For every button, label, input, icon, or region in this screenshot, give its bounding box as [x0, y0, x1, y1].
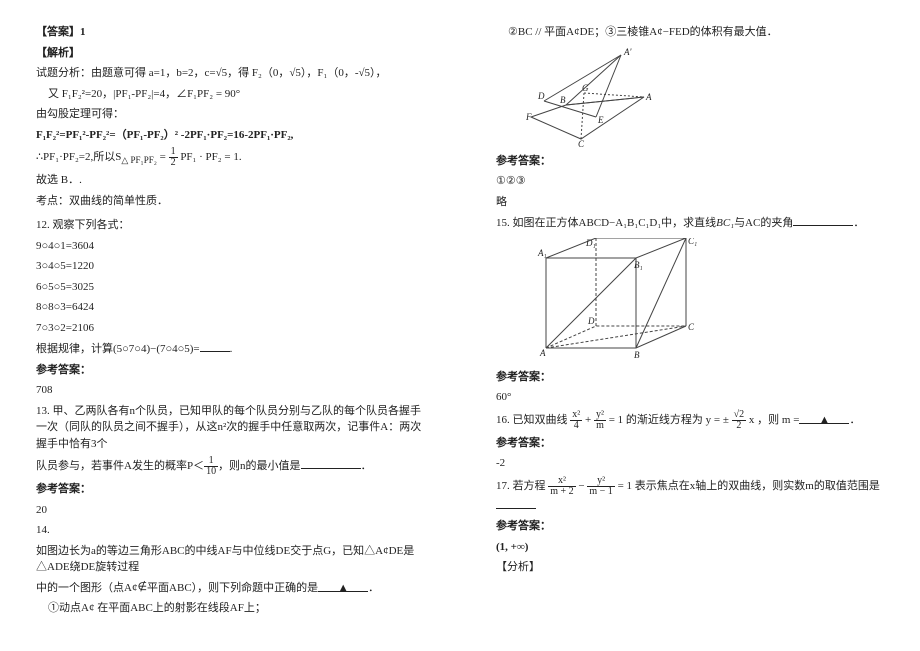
blank — [793, 214, 853, 226]
ref-answer-label: 参考答案： — [36, 362, 424, 379]
q13-answer: 20 — [36, 502, 424, 519]
svg-text:D: D — [537, 91, 545, 101]
q16-text: 16. 已知双曲线 x²4 + y²m = 1 的渐近线方程为 y = ± √2… — [496, 410, 884, 431]
text: − — [576, 480, 588, 492]
fraction: x²m + 2 — [548, 476, 575, 497]
fraction: y²m — [594, 410, 606, 431]
text: BC₁ — [716, 217, 734, 229]
answer-text: 略 — [496, 194, 884, 211]
q12-head: 12. 观察下列各式： — [36, 217, 424, 234]
text: 中的一个图形（点A¢ — [36, 582, 137, 594]
text-line: 由勾股定理可得： — [36, 106, 424, 123]
q14-text: 中的一个图形（点A¢∉平面ABC），则下列命题中正确的是▲． — [36, 580, 424, 597]
text: x ，则 m = — [746, 414, 799, 426]
text: = — [157, 151, 169, 163]
ref-answer-label: 参考答案： — [496, 435, 884, 452]
text: 16. 已知双曲线 — [496, 414, 570, 426]
q12-row: 7○3○2=2106 — [36, 320, 424, 337]
text: = 1 表示焦点在x轴上的双曲线，则实数m的取值范围是 — [615, 480, 880, 492]
svg-text:G: G — [582, 83, 589, 93]
svg-text:B: B — [560, 95, 566, 105]
ref-answer-label: 参考答案： — [496, 369, 884, 386]
text: . — [230, 343, 233, 355]
svg-text:A: A — [539, 348, 546, 358]
formula-line: F₁F₂²=PF₁²-PF₂²=（PF₁-PF₂）² -2PF₁·PF₂=16-… — [36, 127, 424, 144]
blank — [301, 457, 361, 469]
text: 15. 如图在正方体ABCD−A₁B₁C₁D₁中，求直线 — [496, 217, 716, 229]
svg-text:C: C — [688, 322, 695, 332]
text-line: 又 F₁F₂²=20，|PF₁-PF₂|=4，∠F₁PF₂ = 90° — [48, 86, 424, 103]
svg-text:D: D — [587, 316, 595, 326]
text: ． — [368, 582, 379, 594]
text: PF₁ · PF₂ = 1. — [178, 151, 242, 163]
q14-head: 14. — [36, 522, 424, 539]
blank — [200, 340, 230, 352]
text-line: 考点：双曲线的简单性质． — [36, 193, 424, 210]
q15-text: 15. 如图在正方体ABCD−A₁B₁C₁D₁中，求直线BC₁与AC的夹角 ． — [496, 214, 884, 232]
formula-line: ∴PF₁·PF₂=2,所以S△ PF₁PF₂ = 12 PF₁ · PF₂ = … — [36, 147, 424, 168]
blank: ▲ — [318, 580, 368, 592]
q14-item: ①动点A¢ 在平面ABC上的射影在线段AF上； — [48, 600, 424, 617]
text-line: 故选 B．. — [36, 172, 424, 189]
blank — [496, 497, 536, 509]
svg-text:B: B — [634, 350, 640, 360]
q13-text: 队员参与，若事件A发生的概率P＜110，则n的最小值是 ． — [36, 456, 424, 477]
svg-text:B₁: B₁ — [634, 260, 643, 270]
q12-row: 9○4○1=3604 — [36, 238, 424, 255]
answer-text: ①②③ — [496, 173, 884, 190]
fraction: x²4 — [570, 410, 582, 431]
text: = 1 的渐近线方程为 y = ± — [606, 414, 732, 426]
fenxi-label: 【分析】 — [496, 559, 884, 576]
text: 队员参与，若事件A发生的概率P＜ — [36, 460, 204, 472]
ref-answer-label: 参考答案： — [496, 518, 884, 535]
svg-text:C: C — [578, 139, 585, 147]
text: 平面ABC），则下列命题中正确的是 — [147, 582, 318, 594]
blank: ▲ — [799, 412, 849, 424]
subscript: △ PF₁PF₂ — [121, 155, 156, 165]
fraction: y²m − 1 — [587, 476, 614, 497]
text: ． — [853, 217, 864, 229]
q14-text: 如图边长为a的等边三角形ABC的中线AF与中位线DE交于点G，已知△A¢DE是△… — [36, 543, 424, 576]
text: ． — [361, 460, 372, 472]
figure-triangle-rotation: A' F D B G E A C — [526, 47, 884, 147]
q13-text: 13. 甲、乙两队各有n个队员，已知甲队的每个队员分别与乙队的每个队员各握手一次… — [36, 403, 424, 453]
text: + — [582, 414, 594, 426]
fraction: 12 — [169, 147, 178, 168]
figure-cube: A B C D A₁ B₁ C₁ D₁ — [526, 238, 884, 363]
text: ∴PF₁·PF₂=2,所以S — [36, 151, 121, 163]
text: 根据规律，计算(5○7○4)−(7○4○5)= — [36, 343, 200, 355]
svg-text:A₁: A₁ — [537, 248, 547, 258]
q15-answer: 60° — [496, 389, 884, 406]
right-column: ②BC // 平面A¢DE；③三棱锥A¢−FED的体积有最大值． A' F D — [460, 0, 920, 651]
text: 与AC的夹角 — [734, 217, 793, 229]
svg-text:D₁: D₁ — [585, 238, 596, 248]
q12-row: 3○4○5=1220 — [36, 258, 424, 275]
ref-answer-label: 参考答案： — [496, 153, 884, 170]
q12-row: 8○8○3=6424 — [36, 299, 424, 316]
fraction: √22 — [732, 410, 747, 431]
text: 17. 若方程 — [496, 480, 548, 492]
answer-label: 【答案】1 — [36, 24, 424, 41]
page: 【答案】1 【解析】 试题分析：由题意可得 a=1，b=2，c=√5，得 F₂（… — [0, 0, 920, 651]
q16-answer: -2 — [496, 455, 884, 472]
fraction: 110 — [204, 456, 218, 477]
svg-text:A: A — [645, 92, 652, 102]
svg-text:A': A' — [623, 47, 632, 57]
ref-answer-label: 参考答案： — [36, 481, 424, 498]
q12-answer: 708 — [36, 382, 424, 399]
svg-text:C₁: C₁ — [688, 238, 697, 246]
q17-answer: (1, +∞) — [496, 539, 884, 556]
svg-text:F: F — [526, 112, 532, 122]
left-column: 【答案】1 【解析】 试题分析：由题意可得 a=1，b=2，c=√5，得 F₂（… — [0, 0, 460, 651]
text: ． — [849, 414, 860, 426]
svg-text:E: E — [597, 115, 604, 125]
jiexi-label: 【解析】 — [36, 45, 424, 62]
q12-tail: 根据规律，计算(5○7○4)−(7○4○5)=. — [36, 340, 424, 358]
q17-text: 17. 若方程 x²m + 2 − y²m − 1 = 1 表示焦点在x轴上的双… — [496, 476, 884, 515]
text-line: 试题分析：由题意可得 a=1，b=2，c=√5，得 F₂（0，√5），F₁（0，… — [36, 65, 424, 82]
text: ，则n的最小值是 — [218, 460, 301, 472]
q12-row: 6○5○5=3025 — [36, 279, 424, 296]
text-line: ②BC // 平面A¢DE；③三棱锥A¢−FED的体积有最大值． — [508, 24, 884, 41]
